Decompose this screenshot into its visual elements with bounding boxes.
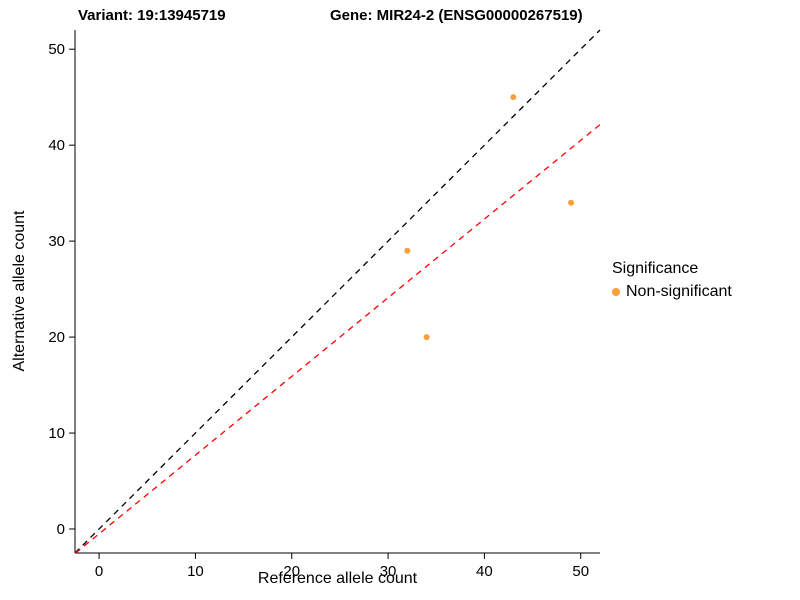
x-axis-title: Reference allele count [257,570,418,587]
data-point [423,334,430,341]
y-tick-label: 0 [57,521,65,538]
y-tick-label: 40 [48,137,65,154]
x-tick-label: 40 [476,563,493,580]
x-tick-label: 10 [187,563,204,580]
y-tick-label: 30 [48,233,65,250]
data-point [404,247,411,254]
plot-title-gene: Gene: MIR24-2 (ENSG00000267519) [330,7,583,24]
x-tick-label: 30 [380,563,397,580]
x-tick-label: 0 [95,563,103,580]
plot-title-variant: Variant: 19:13945719 [78,7,226,24]
legend-item-label: Non-significant [626,283,732,300]
data-point [568,199,575,206]
x-tick-label: 20 [283,563,300,580]
y-tick-label: 10 [48,425,65,442]
data-point [510,94,517,101]
identity-line [74,29,601,554]
x-tick-label: 50 [572,563,589,580]
legend: Significance Non-significant [612,260,732,301]
fit-line [75,124,601,554]
y-tick-label: 20 [48,329,65,346]
y-axis-title: Alternative allele count [11,210,28,372]
legend-item: Non-significant [612,283,732,301]
legend-title: Significance [612,260,699,277]
y-tick-label: 50 [48,41,65,58]
legend-point-icon [612,288,620,296]
